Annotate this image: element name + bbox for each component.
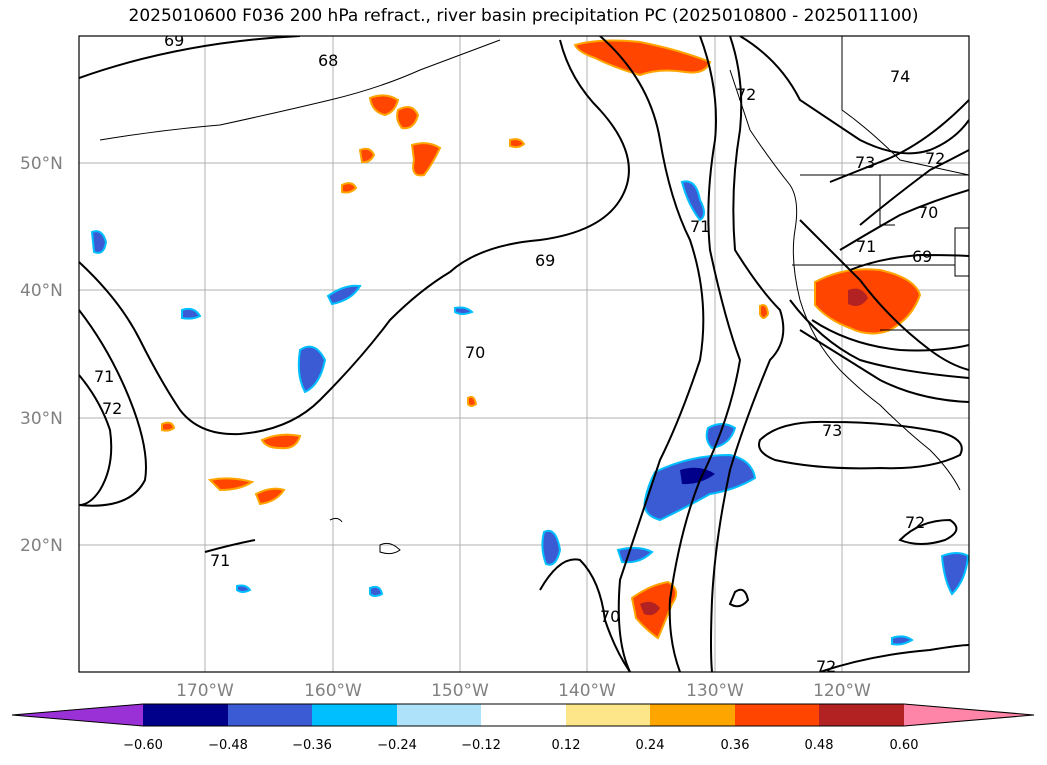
refractivity-contours — [79, 36, 969, 672]
longitude-labels: 170°W 160°W 150°W 140°W 130°W 120°W — [176, 681, 871, 701]
contour-label: 71 — [690, 217, 710, 236]
colorbar-segment — [228, 704, 312, 726]
graticule — [79, 36, 969, 672]
lon-label: 170°W — [176, 681, 234, 701]
contour-label: 69 — [164, 31, 184, 50]
colorbar-segment — [735, 704, 819, 726]
colorbar-extend-left — [12, 704, 143, 726]
colorbar-tick-label: −0.36 — [292, 738, 332, 753]
map-border — [78, 35, 970, 673]
contour-label: 69 — [912, 247, 932, 266]
colorbar-segment — [819, 704, 904, 726]
colorbar-tick-label: −0.48 — [208, 738, 248, 753]
contour-label: 69 — [535, 251, 555, 270]
contour-label: 70 — [918, 203, 938, 222]
contour-label: 73 — [855, 153, 875, 172]
coastlines — [99, 36, 969, 555]
lon-label: 160°W — [304, 681, 362, 701]
colorbar-tick-label: 0.48 — [805, 738, 834, 753]
colorbar-tick-label: −0.12 — [461, 738, 501, 753]
colorbar-tick-label: 0.36 — [721, 738, 750, 753]
lon-label: 130°W — [686, 681, 744, 701]
map-area — [79, 36, 969, 672]
colorbar-segment — [312, 704, 397, 726]
colorbar-tick-label: 0.24 — [636, 738, 665, 753]
map-title: 2025010600 F036 200 hPa refract., river … — [128, 6, 919, 26]
colorbar-segment — [566, 704, 650, 726]
lon-label: 140°W — [558, 681, 616, 701]
contour-label: 70 — [600, 607, 620, 626]
colorbar-segment — [650, 704, 735, 726]
lat-label: 40°N — [20, 281, 63, 301]
contour-labels: 69 68 72 74 69 71 73 72 70 71 69 70 71 7… — [94, 31, 945, 676]
colorbar: −0.60 −0.48 −0.36 −0.24 −0.12 0.12 0.24 … — [11, 703, 1035, 753]
colorbar-tick-label: −0.24 — [377, 738, 417, 753]
contour-label: 71 — [94, 367, 114, 386]
contour-label: 74 — [890, 67, 910, 86]
contour-label: 73 — [822, 421, 842, 440]
colorbar-tick-label: −0.60 — [123, 738, 163, 753]
lon-label: 120°W — [813, 681, 871, 701]
colorbar-segment — [481, 704, 566, 726]
contour-label: 72 — [905, 513, 925, 532]
colorbar-segment — [397, 704, 481, 726]
lat-label: 20°N — [20, 536, 63, 556]
contour-label: 72 — [816, 657, 836, 676]
colorbar-segment — [143, 704, 228, 726]
colorbar-tick-labels: −0.60 −0.48 −0.36 −0.24 −0.12 0.12 0.24 … — [123, 738, 918, 753]
contour-label: 71 — [210, 551, 230, 570]
colorbar-extend-right — [904, 704, 1034, 726]
positive-pc-patches — [161, 39, 922, 640]
contour-label: 72 — [736, 85, 756, 104]
contour-label: 72 — [925, 149, 945, 168]
negative-pc-patches — [90, 180, 969, 646]
contour-label: 72 — [102, 399, 122, 418]
lat-label: 50°N — [20, 154, 63, 174]
colorbar-tick-label: 0.12 — [552, 738, 581, 753]
colorbar-tick-label: 0.60 — [890, 738, 919, 753]
latitude-labels: 50°N 40°N 30°N 20°N — [20, 154, 63, 556]
lat-label: 30°N — [20, 409, 63, 429]
contour-label: 68 — [318, 51, 338, 70]
contour-label: 71 — [856, 237, 876, 256]
lon-label: 150°W — [431, 681, 489, 701]
contour-label: 70 — [465, 343, 485, 362]
